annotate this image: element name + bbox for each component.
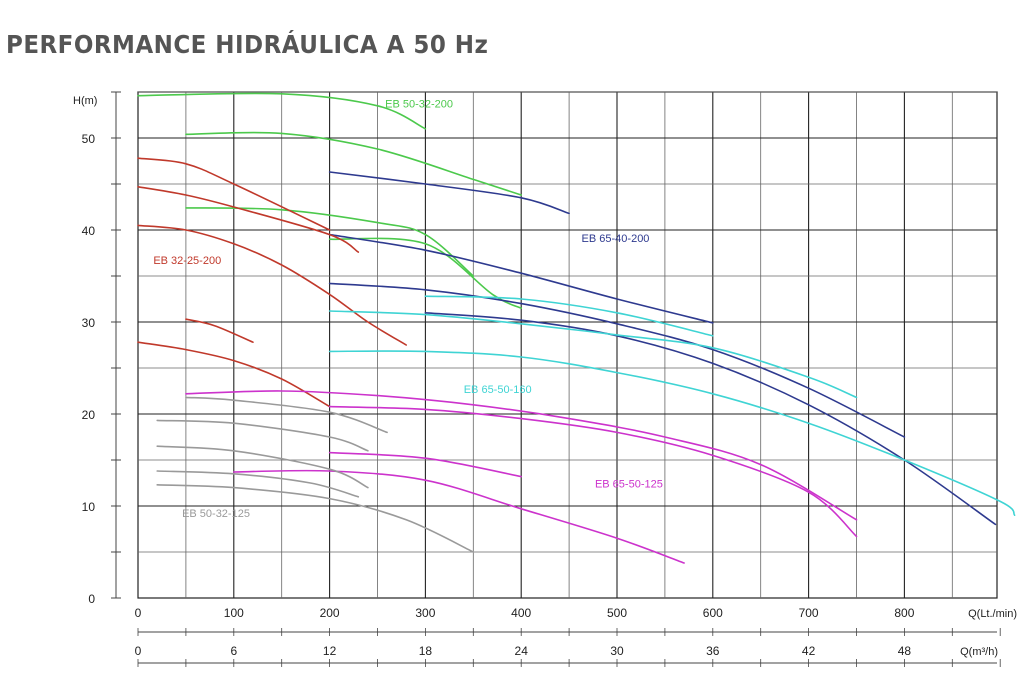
- curve-labels-layer: EB 50-32-200 EB 65-40-200 EB 32-25-200 EB 6…: [153, 99, 663, 520]
- y-axis-label: H(m): [73, 95, 97, 107]
- curve-label: EB 50-32-125: [182, 508, 250, 520]
- pump-curve: [185, 207, 475, 277]
- x-tick-label: 600: [703, 606, 723, 620]
- chart-grid: [137, 91, 998, 599]
- pump-curve: [156, 419, 369, 452]
- y-tick-label: 40: [82, 224, 96, 238]
- pump-curve: [328, 237, 522, 309]
- x-tick-label: 0: [135, 606, 142, 620]
- x2-axis-label: Q(m³/h): [960, 646, 998, 658]
- pump-curve: [156, 445, 369, 489]
- x2-tick-label: 12: [323, 644, 337, 658]
- pump-curve: [328, 310, 858, 399]
- x2-tick-label: 18: [419, 644, 433, 658]
- x2-tick-label: 0: [135, 644, 142, 658]
- x2-tick-label: 36: [706, 644, 720, 658]
- pump-curve: [137, 92, 427, 130]
- pump-curve: [328, 451, 522, 478]
- pump-curve: [185, 390, 858, 521]
- pump-curve: [185, 318, 254, 343]
- y-tick-label: 0: [88, 592, 95, 606]
- x-tick-label: 700: [799, 606, 819, 620]
- pump-curve: [328, 282, 906, 438]
- pump-curve: [185, 396, 388, 434]
- x-tick-label: 500: [607, 606, 627, 620]
- pump-curve: [328, 405, 858, 538]
- y-tick-label: 20: [82, 408, 96, 422]
- x2-tick-label: 42: [802, 644, 816, 658]
- pump-curve: [137, 157, 331, 231]
- curve-label: EB 50-32-200: [385, 99, 453, 111]
- pump-curve: [328, 350, 1016, 516]
- pump-curve: [233, 469, 685, 564]
- curve-label: EB 32-25-200: [153, 255, 221, 267]
- pump-curve: [137, 341, 331, 408]
- pump-curve: [185, 131, 522, 196]
- x-tick-label: 400: [511, 606, 531, 620]
- pump-curve: [137, 186, 360, 253]
- x-axis-label: Q(Lt./min): [968, 608, 1017, 620]
- pump-curve: [328, 233, 714, 324]
- pump-curve: [137, 224, 407, 346]
- pump-curve: [156, 484, 475, 553]
- x-tick-label: 800: [894, 606, 914, 620]
- curve-label: EB 65-50-125: [595, 479, 663, 491]
- curves-layer: [137, 92, 1016, 564]
- x-tick-label: 300: [415, 606, 435, 620]
- chart-title: PERFORMANCE HIDRÁULICA A 50 Hz: [6, 30, 489, 59]
- x2-tick-label: 30: [610, 644, 624, 658]
- x-tick-label: 100: [224, 606, 244, 620]
- curve-label: EB 65-40-200: [582, 233, 650, 245]
- y-tick-label: 10: [82, 500, 96, 514]
- pump-curve: [328, 171, 570, 215]
- y-tick-label: 30: [82, 316, 96, 330]
- pump-curve: [156, 470, 360, 498]
- x2-tick-label: 48: [898, 644, 912, 658]
- x2-tick-label: 6: [230, 644, 237, 658]
- x-tick-label: 200: [320, 606, 340, 620]
- pump-curve: [424, 295, 714, 337]
- curve-label: EB 65-50-160: [464, 384, 532, 396]
- x2-tick-label: 24: [515, 644, 529, 658]
- pump-curve: [424, 312, 997, 526]
- y-tick-label: 50: [82, 132, 96, 146]
